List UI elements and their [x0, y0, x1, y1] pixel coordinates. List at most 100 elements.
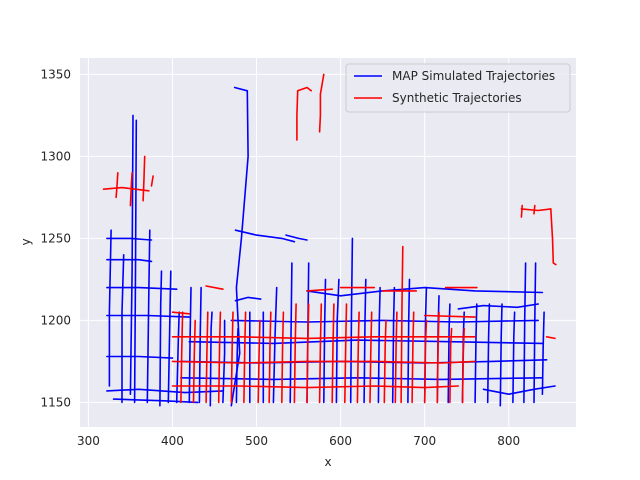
trajectory-line — [121, 254, 125, 404]
trajectory-line — [171, 385, 460, 389]
trajectory-line — [391, 286, 396, 404]
trajectory-line — [449, 327, 453, 404]
legend: MAP Simulated Trajectories Synthetic Tra… — [345, 63, 571, 113]
trajectory-line — [474, 303, 478, 404]
series-synthetic — [102, 73, 557, 404]
trajectory-line — [150, 175, 154, 187]
trajectory-line — [106, 237, 153, 241]
trajectory-line — [289, 262, 293, 404]
trajectory-line — [106, 314, 191, 318]
trajectory-line — [217, 311, 222, 404]
trajectory-line — [209, 311, 213, 407]
trajectory-line — [400, 245, 404, 404]
trajectory-line — [243, 311, 247, 404]
trajectory-line — [129, 114, 134, 396]
x-axis-label: x — [324, 455, 331, 469]
trajectory-line — [129, 172, 133, 207]
trajectory-line — [142, 155, 146, 202]
trajectory-line — [545, 335, 556, 340]
trajectory-line — [112, 398, 199, 404]
y-tick-label: 1250 — [40, 231, 71, 245]
trajectory-line — [230, 311, 234, 404]
trajectory-line — [205, 311, 209, 404]
y-tick-label: 1300 — [40, 149, 71, 163]
trajectory-line — [171, 311, 191, 315]
x-tick-label: 300 — [77, 434, 100, 448]
trajectory-line — [167, 270, 172, 404]
y-axis-label: y — [19, 238, 33, 245]
legend-label-synthetic: Synthetic Trajectories — [392, 91, 522, 105]
legend-label-map: MAP Simulated Trajectories — [392, 69, 555, 83]
trajectory-line — [343, 303, 348, 404]
trajectory-line — [192, 319, 196, 404]
trajectory-line — [411, 311, 415, 404]
y-tick-label: 1150 — [40, 395, 71, 409]
trajectory-line — [499, 303, 503, 407]
trajectory-line — [180, 311, 184, 404]
trajectory-line — [230, 86, 249, 407]
y-tick-labels: 1150 1200 1250 1300 1350 — [40, 67, 71, 409]
x-tick-label: 800 — [497, 434, 520, 448]
trajectory-line — [447, 303, 451, 404]
trajectory-line — [486, 303, 491, 404]
trajectory-line — [363, 278, 367, 404]
trajectory-line — [171, 360, 476, 364]
series-layer — [102, 73, 557, 407]
trajectory-line — [457, 303, 540, 310]
trajectory-line — [268, 311, 272, 404]
trajectory-line — [106, 388, 224, 394]
trajectory-line — [159, 270, 163, 407]
x-tick-label: 400 — [161, 434, 184, 448]
trajectory-line — [306, 286, 544, 297]
trajectory-line — [102, 186, 150, 192]
trajectory-line — [234, 229, 296, 243]
trajectory-line — [423, 314, 476, 318]
series-map-simulated — [106, 86, 556, 407]
plot-area — [80, 58, 576, 427]
x-tick-label: 600 — [329, 434, 352, 448]
trajectory-line — [285, 234, 308, 241]
legend-box — [345, 63, 571, 113]
trajectory-line — [533, 204, 536, 215]
trajectory-line — [541, 311, 545, 396]
trajectory-line — [322, 278, 327, 404]
trajectory-line — [106, 286, 178, 291]
trajectory-line — [171, 335, 476, 340]
y-tick-label: 1200 — [40, 313, 71, 327]
trajectory-line — [306, 288, 334, 292]
trajectory-line — [423, 319, 428, 404]
trajectory-line — [377, 286, 381, 404]
trajectory-line — [349, 237, 354, 404]
trajectory-line — [108, 229, 112, 387]
trajectory-line — [272, 286, 278, 404]
trajectory-line — [318, 73, 325, 133]
x-tick-label: 700 — [413, 434, 436, 448]
trajectory-line — [369, 311, 373, 404]
trajectory-line — [356, 311, 360, 404]
x-tick-labels: 300 400 500 600 700 800 — [77, 434, 520, 448]
trajectory-line — [293, 303, 297, 404]
y-tick-label: 1350 — [40, 67, 71, 81]
trajectory-line — [523, 262, 527, 404]
trajectory-line — [280, 311, 285, 404]
trajectory-line — [133, 119, 138, 404]
trajectory-line — [230, 319, 540, 323]
trajectory-line — [257, 319, 261, 404]
x-tick-label: 500 — [245, 434, 268, 448]
trajectory-line — [234, 296, 262, 302]
trajectory-line — [296, 86, 313, 141]
trajectory-line — [383, 319, 387, 404]
trajectory-line — [549, 208, 557, 266]
trajectory-line — [205, 285, 224, 291]
trajectory-line — [146, 229, 151, 404]
trajectory-line — [407, 278, 411, 404]
trajectory-line — [331, 303, 335, 404]
trajectory-line — [394, 311, 398, 404]
trajectory-line — [335, 278, 340, 404]
trajectory-line — [520, 204, 524, 218]
trajectory-line — [106, 258, 153, 263]
trajectory-line — [306, 303, 310, 404]
trajectory-line — [318, 303, 323, 404]
trajectory-line — [512, 311, 516, 404]
